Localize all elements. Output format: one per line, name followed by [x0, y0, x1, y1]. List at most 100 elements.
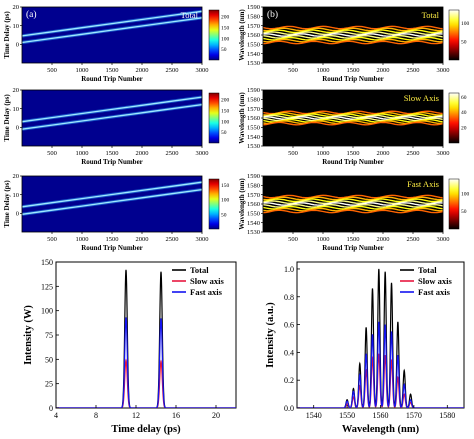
y-tick-label: 1.0: [284, 265, 294, 274]
x-tick-label: 2000: [136, 67, 149, 74]
y-tick-label: 10: [13, 23, 20, 30]
y-tick-label: 0.2: [284, 376, 294, 385]
x-tick-label: 500: [47, 67, 57, 74]
x-tick-label: 2000: [136, 150, 149, 157]
x-tick-label: 1560: [373, 411, 389, 420]
x-tick-label: 1500: [347, 236, 360, 243]
trace-1: [21, 96, 203, 123]
y-tick-label: 1550: [247, 125, 260, 132]
x-tick-label: 2000: [377, 67, 390, 74]
x-tick-label: 2500: [407, 236, 420, 243]
spectral-line: [262, 33, 444, 37]
y-axis-label: Intensity (W): [23, 305, 34, 365]
y-tick-label: 1530: [247, 229, 260, 236]
y-tick-label: 1580: [247, 14, 260, 21]
x-axis-label: Time delay (ps): [111, 424, 181, 435]
x-tick-label: 1000: [76, 67, 89, 74]
colorbar: [208, 178, 220, 230]
colorbar-tick-label: 50: [221, 212, 227, 218]
colorbar: [208, 9, 220, 61]
legend-entry: Slow axis: [190, 276, 224, 286]
y-tick-label: 1540: [247, 134, 260, 141]
panel-annotation: Total: [181, 10, 199, 20]
colorbar: [208, 92, 220, 144]
y-axis-label: Wavelength (nm): [238, 9, 246, 61]
x-tick-label: 4: [54, 411, 58, 420]
colorbar-tick-label: 40: [461, 110, 467, 116]
y-tick-label: 0: [16, 211, 19, 218]
legend-entry: Total: [418, 265, 437, 275]
spectral-line: [262, 209, 444, 214]
y-tick-label: 1580: [247, 97, 260, 104]
x-tick-label: 8: [94, 411, 98, 420]
colorbar-tick-label: 150: [221, 108, 230, 114]
y-tick-label: 20: [13, 173, 20, 180]
spectral-line: [262, 36, 444, 41]
colorbar: [448, 9, 460, 61]
colorbar-tick-label: 50: [461, 39, 467, 45]
colorbar-tick-label: 200: [221, 98, 230, 104]
heatmap-panel-a1: 500 1000 1500 2000 2500 3000 0 10 20 Round Trip N…: [3, 4, 230, 83]
y-tick-label: 100: [41, 307, 53, 316]
colorbar-tick-label: 100: [221, 119, 230, 125]
spectral-line: [262, 194, 444, 199]
x-tick-label: 1550: [339, 411, 355, 420]
y-tick-label: 10: [13, 106, 20, 113]
colorbar-tick-label: 50: [461, 209, 467, 215]
x-tick-label: 1580: [439, 411, 455, 420]
y-axis-label: Time Delay (ps): [3, 11, 11, 59]
x-tick-label: 1500: [347, 150, 360, 157]
trace-2: [21, 17, 203, 44]
x-tick-label: 1000: [76, 236, 89, 243]
y-axis-label: Time Delay (ps): [3, 180, 11, 228]
y-tick-label: 0: [49, 404, 53, 413]
y-tick-label: 1550: [247, 211, 260, 218]
x-tick-label: 3000: [196, 67, 209, 74]
legend-entry: Fast axis: [418, 287, 451, 297]
y-tick-label: 0.6: [284, 321, 294, 330]
x-tick-label: 2500: [166, 236, 179, 243]
y-tick-label: 1570: [247, 192, 260, 199]
x-tick-label: 500: [288, 67, 298, 74]
y-tick-label: 1590: [247, 4, 260, 11]
x-tick-label: 2000: [377, 150, 390, 157]
y-tick-label: 0.4: [284, 348, 294, 357]
y-tick-label: 0: [16, 42, 19, 49]
x-tick-label: 12: [132, 411, 140, 420]
y-tick-label: 25: [45, 380, 53, 389]
spectral-line: [262, 113, 444, 118]
trace-1: [21, 10, 203, 37]
heatmap-panel-b3: 500 1000 1500 2000 2500 3000 1530 1540 1550 1560 1…: [238, 173, 470, 252]
x-tick-label: 20: [212, 411, 220, 420]
x-tick-label: 500: [288, 236, 298, 243]
colorbar-tick-label: 20: [461, 126, 467, 132]
x-tick-label: 3000: [437, 150, 450, 157]
y-tick-label: 1580: [247, 183, 260, 190]
x-tick-label: 2500: [166, 67, 179, 74]
panel-annotation: Slow Axis: [404, 93, 439, 103]
colorbar-tick-label: 100: [221, 36, 230, 42]
y-tick-label: 1560: [247, 201, 260, 208]
spectral-line: [262, 205, 444, 210]
x-tick-label: 2500: [166, 150, 179, 157]
legend-entry: Fast axis: [190, 287, 223, 297]
y-tick-label: 0.8: [284, 293, 294, 302]
y-tick-label: 1570: [247, 106, 260, 113]
y-tick-label: 0: [16, 125, 19, 132]
x-tick-label: 16: [172, 411, 180, 420]
x-tick-label: 1500: [347, 67, 360, 74]
y-tick-label: 1540: [247, 220, 260, 227]
spectral-line: [262, 121, 444, 126]
x-axis-label: Round Trip Number: [322, 244, 384, 252]
x-tick-label: 1000: [317, 150, 330, 157]
y-tick-label: 10: [13, 192, 20, 199]
spectral-line: [262, 27, 444, 32]
x-tick-label: 2500: [407, 150, 420, 157]
y-axis-label: Intensity (a.u.): [265, 302, 276, 368]
x-tick-label: 1500: [106, 67, 119, 74]
heatmap-panel-b2: 500 1000 1500 2000 2500 3000 1530 1540 1550 1560 1…: [238, 87, 467, 166]
trace-2: [21, 103, 203, 130]
y-tick-label: 75: [45, 331, 53, 340]
y-tick-label: 1550: [247, 42, 260, 49]
x-axis-label: Round Trip Number: [81, 158, 143, 166]
